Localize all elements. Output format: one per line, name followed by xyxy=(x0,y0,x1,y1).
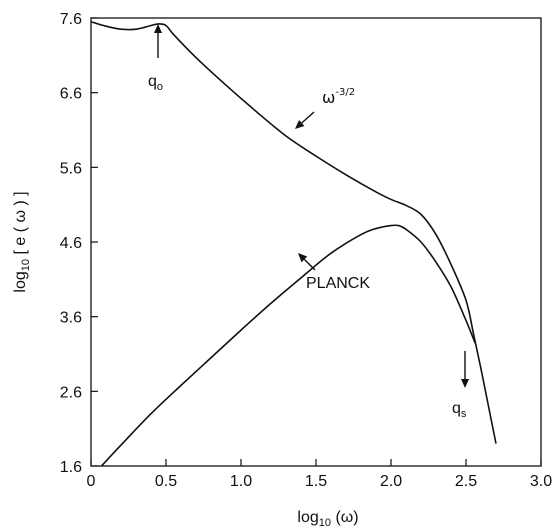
x-tick-label: 2.0 xyxy=(380,473,402,490)
arrow-head xyxy=(295,120,305,129)
x-tick-label: 0 xyxy=(87,473,96,490)
y-axis-ticks: 1.6 2.6 3.6 4.6 5.6 6.6 7.6 xyxy=(60,11,98,476)
annotation-omega-power: ω-3/2 xyxy=(322,87,355,107)
y-axis-title: log10 [ e ( ω ) ] xyxy=(12,191,32,292)
x-tick-label: 3.0 xyxy=(530,473,552,490)
y-tick-label: 7.6 xyxy=(60,11,82,28)
annotation-arrows xyxy=(154,24,469,388)
x-axis-ticks: 0 0.5 1.0 1.5 2.0 2.5 3.0 xyxy=(87,459,552,490)
arrow-shaft xyxy=(303,258,316,271)
annotation-qs: qs xyxy=(452,400,467,420)
y-tick-label: 3.6 xyxy=(60,310,82,327)
arrow-omega xyxy=(295,111,315,129)
series-line-planck xyxy=(100,224,476,467)
series-group xyxy=(90,20,497,467)
x-tick-label: 2.5 xyxy=(455,473,477,490)
arrow-qs xyxy=(461,351,469,388)
y-tick-label: 6.6 xyxy=(60,86,82,103)
y-tick-label: 2.6 xyxy=(60,384,82,401)
arrow-q0 xyxy=(154,24,162,58)
arrow-head xyxy=(154,24,162,33)
arrow-shaft xyxy=(301,111,315,124)
x-tick-label: 0.5 xyxy=(155,473,177,490)
y-tick-label: 4.6 xyxy=(60,235,82,252)
y-tick-label: 1.6 xyxy=(60,459,82,476)
annotation-planck: PLANCK xyxy=(306,275,370,292)
annotation-q0: qo xyxy=(148,73,163,93)
arrow-planck xyxy=(298,253,316,271)
arrow-head xyxy=(298,253,308,263)
x-tick-label: 1.5 xyxy=(305,473,327,490)
x-axis-title: log10 (ω) xyxy=(297,509,358,529)
arrow-head xyxy=(461,379,469,388)
y-tick-label: 5.6 xyxy=(60,160,82,177)
x-tick-label: 1.0 xyxy=(230,473,252,490)
series-line-omega xyxy=(90,20,497,444)
